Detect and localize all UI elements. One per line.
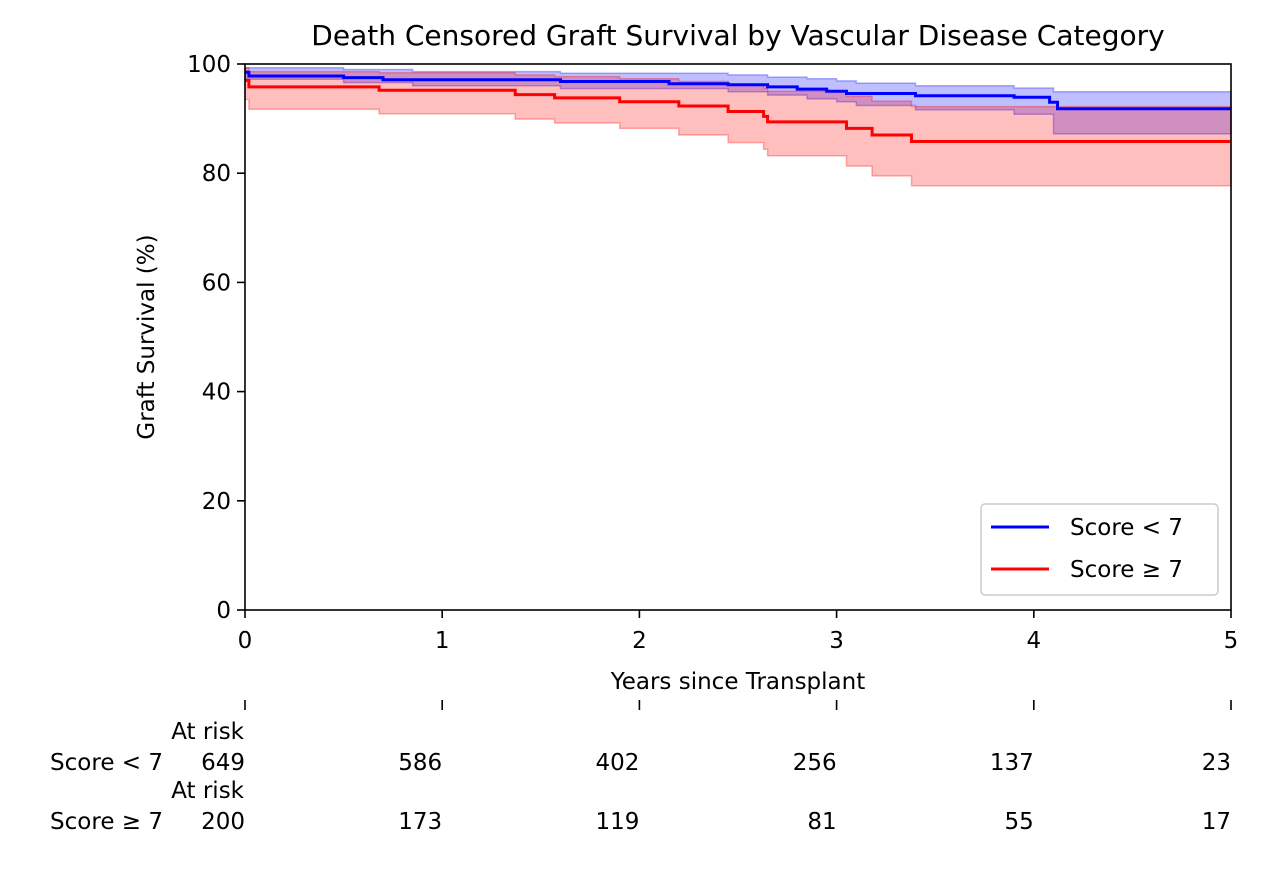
y-tick-label: 100 xyxy=(187,52,231,78)
at-risk-header-row-1: At risk xyxy=(171,719,244,745)
at-risk-value: 119 xyxy=(595,809,639,835)
x-tick-label: 2 xyxy=(632,628,647,654)
at-risk-value: 173 xyxy=(398,809,442,835)
y-tick-label: 80 xyxy=(202,161,231,187)
at-risk-ticks xyxy=(244,700,1232,710)
at-risk-value: 402 xyxy=(595,750,639,776)
plot-frame xyxy=(244,63,1232,611)
at-risk-value: 81 xyxy=(807,809,836,835)
at-risk-header-row-2: At risk xyxy=(171,778,244,804)
at-risk-value: 23 xyxy=(1202,750,1231,776)
at-risk-label-row-2: Score ≥ 7 xyxy=(50,809,163,835)
legend: Score < 7 Score ≥ 7 xyxy=(980,503,1219,596)
at-risk-value: 586 xyxy=(398,750,442,776)
at-risk-value: 649 xyxy=(201,750,245,776)
at-risk-value: 137 xyxy=(990,750,1034,776)
x-tick-label: 1 xyxy=(435,628,450,654)
at-risk-values: 649 200 586 173 402 119 256 81 137 55 23 17 xyxy=(201,750,1231,835)
legend-label-series-1: Score < 7 xyxy=(1070,515,1183,541)
y-tick-label: 20 xyxy=(202,489,231,515)
y-axis-title: Graft Survival (%) xyxy=(134,234,160,439)
survival-curves xyxy=(245,70,1231,143)
at-risk-value: 17 xyxy=(1202,809,1231,835)
at-risk-value: 55 xyxy=(1005,809,1034,835)
at-risk-label-row-1: Score < 7 xyxy=(50,750,163,776)
y-tick-label: 0 xyxy=(216,598,231,624)
at-risk-table: At risk Score < 7 At risk Score ≥ 7 649 2… xyxy=(50,700,1232,835)
at-risk-value: 256 xyxy=(793,750,837,776)
x-tick-label: 0 xyxy=(238,628,253,654)
y-tick-label: 60 xyxy=(202,270,231,296)
survival-line-series-1 xyxy=(245,70,1231,111)
survival-line-series-2 xyxy=(245,78,1231,143)
legend-label-series-2: Score ≥ 7 xyxy=(1070,557,1183,583)
x-tick-label: 5 xyxy=(1224,628,1239,654)
y-tick-label: 40 xyxy=(202,380,231,406)
x-axis-title: Years since Transplant xyxy=(610,669,866,695)
y-axis-ticks: 0 20 40 60 80 100 xyxy=(187,52,245,624)
x-axis-ticks: 0 1 2 3 4 5 xyxy=(238,610,1239,654)
chart-title: Death Censored Graft Survival by Vascula… xyxy=(311,19,1164,52)
x-tick-label: 3 xyxy=(829,628,844,654)
x-tick-label: 4 xyxy=(1026,628,1041,654)
at-risk-value: 200 xyxy=(201,809,245,835)
